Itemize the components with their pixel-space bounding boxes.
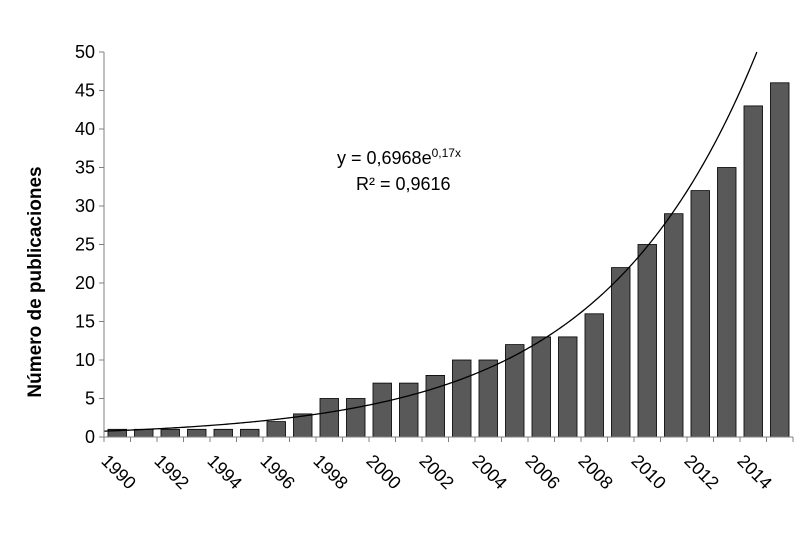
- x-tick-label: 2010: [627, 451, 669, 493]
- y-tick-label: 25: [75, 235, 95, 255]
- y-tick-label: 50: [75, 42, 95, 62]
- bar-2014: [743, 105, 763, 438]
- x-tick-label: 2006: [521, 451, 563, 493]
- bar-2009: [611, 267, 631, 438]
- y-tick-label: 0: [85, 427, 95, 447]
- x-axis-ticks: 1990 1992 1994 1996 1998 2000 2002 2004 2006 2008…: [97, 437, 794, 493]
- y-tick-label: 10: [75, 350, 95, 370]
- x-tick-label: 1998: [309, 451, 351, 493]
- y-tick-label: 20: [75, 273, 95, 293]
- x-tick-label: 2008: [574, 451, 616, 493]
- bar-1998: [319, 398, 339, 438]
- trendline-r2: R² = 0,9616: [356, 174, 451, 194]
- x-tick-label: 1992: [150, 451, 192, 493]
- y-axis-ticks: 0 5 10 15 20 25 30 35 40 45 50: [75, 42, 104, 447]
- x-tick-label: 1994: [203, 451, 245, 493]
- bar-1996: [266, 421, 286, 438]
- bar-2001: [399, 382, 419, 438]
- bar-1994: [213, 428, 233, 438]
- bar-2013: [717, 167, 737, 438]
- y-tick-label: 15: [75, 312, 95, 332]
- bars: [107, 82, 790, 438]
- y-tick-label: 45: [75, 81, 95, 101]
- x-tick-label: 2012: [680, 451, 722, 493]
- bar-2003: [452, 359, 472, 438]
- bar-2012: [690, 190, 710, 438]
- y-tick-label: 5: [85, 389, 95, 409]
- bar-1992: [160, 428, 180, 438]
- x-tick-label: 2000: [362, 451, 404, 493]
- x-tick-label: 2014: [733, 451, 775, 493]
- trendline-equation: y = 0,6968e0,17x: [337, 146, 461, 168]
- y-tick-label: 30: [75, 196, 95, 216]
- y-tick-label: 40: [75, 119, 95, 139]
- bar-2006: [531, 336, 551, 438]
- bar-2010: [637, 244, 657, 438]
- bar-2007: [558, 336, 578, 438]
- bar-2000: [372, 382, 392, 438]
- y-axis-label: Número de publicaciones: [25, 166, 46, 397]
- x-tick-label: 2002: [415, 451, 457, 493]
- bar-1993: [187, 428, 207, 438]
- trendline-equation-main: y = 0,6968e: [337, 148, 432, 168]
- trendline: [103, 51, 758, 432]
- bar-1991: [134, 428, 154, 438]
- x-tick-label: 1996: [256, 451, 298, 493]
- bar-2002: [425, 374, 445, 438]
- trendline-equation-exponent: 0,17x: [432, 146, 461, 160]
- bar-2008: [584, 313, 604, 438]
- bar-1999: [346, 398, 366, 438]
- bar-2011: [664, 213, 684, 438]
- x-tick-label: 2004: [468, 451, 510, 493]
- bar-2015: [770, 82, 790, 438]
- bar-1995: [240, 428, 260, 438]
- x-tick-label: 1990: [97, 451, 139, 493]
- y-tick-label: 35: [75, 158, 95, 178]
